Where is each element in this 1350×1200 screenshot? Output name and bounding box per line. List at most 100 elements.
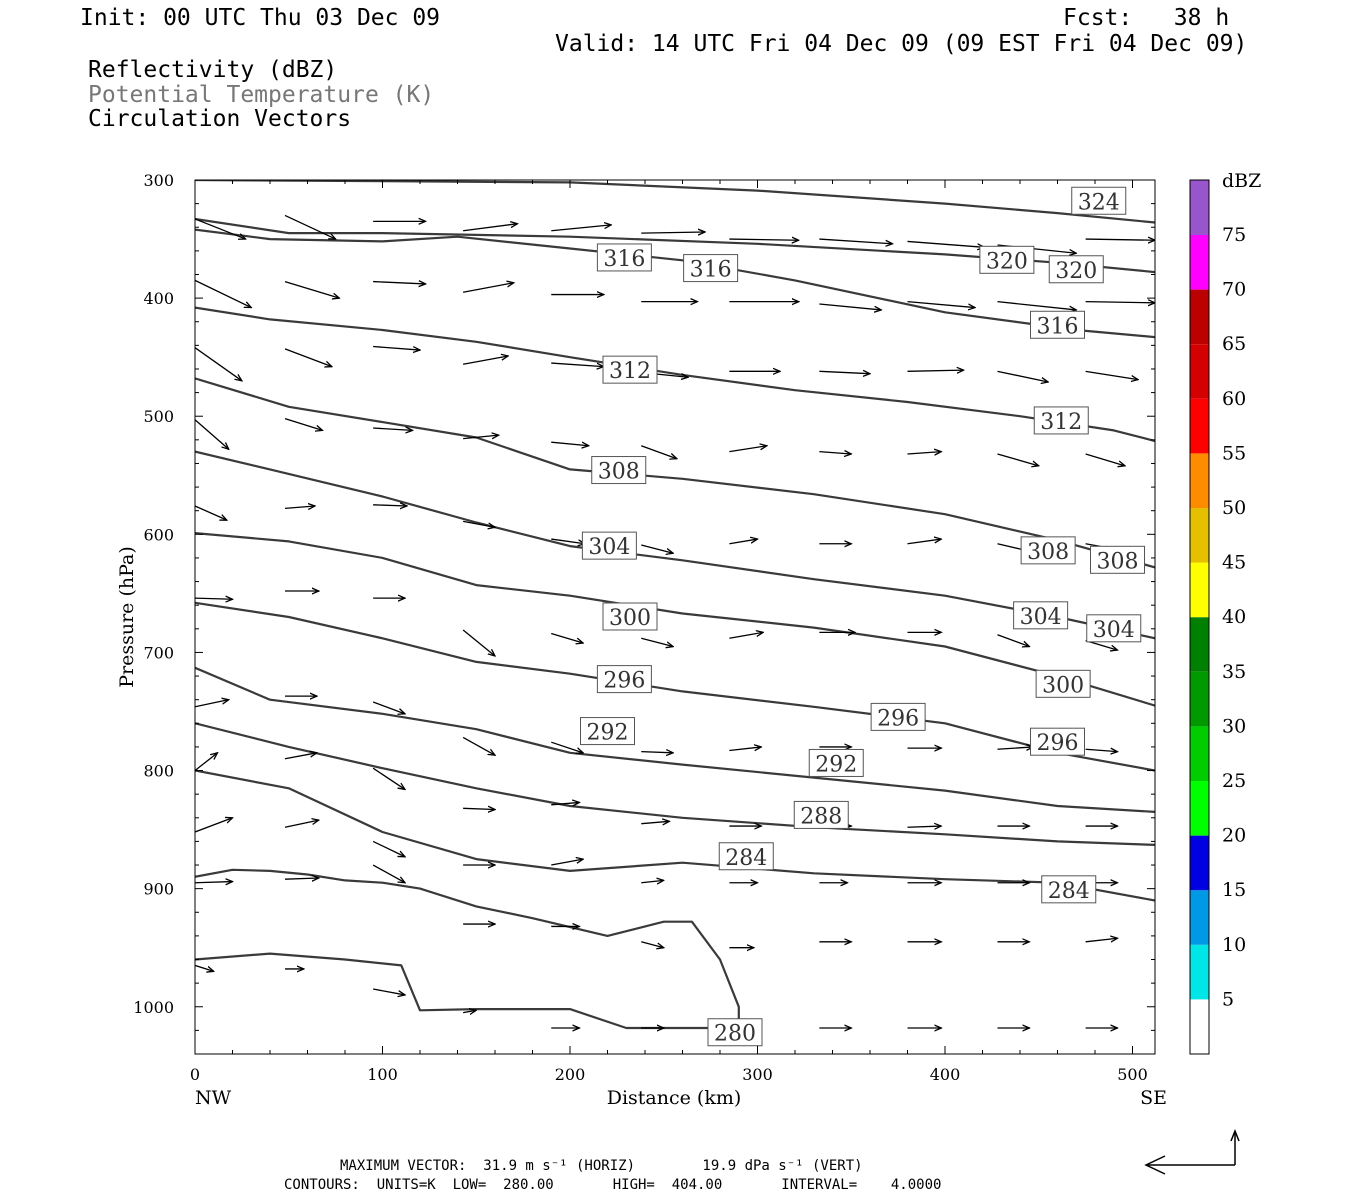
contour-label-box <box>1030 310 1085 339</box>
circulation-vector <box>195 505 227 520</box>
contour-label-box <box>707 1018 763 1047</box>
x-tick-label: 400 <box>930 1065 961 1084</box>
contour-label-box <box>1033 406 1089 435</box>
contour-label: 308 <box>1020 536 1076 565</box>
colorbar-label: 45 <box>1222 552 1246 574</box>
colorbar-segment <box>1190 890 1209 945</box>
contour-label-text: 296 <box>603 669 645 694</box>
circulation-vector <box>373 988 405 995</box>
contour-label-text: 288 <box>800 804 842 829</box>
circulation-vector <box>551 741 583 753</box>
contour-label-box <box>596 665 652 694</box>
contour-label-text: 300 <box>609 606 651 631</box>
circulation-vector <box>641 232 705 233</box>
theta-contour-320-1 <box>195 217 1155 274</box>
circulation-vector <box>551 859 583 866</box>
circulation-vector <box>551 538 585 544</box>
colorbar-label: 55 <box>1222 442 1246 464</box>
colorbar-segment <box>1190 398 1209 454</box>
colorbar-label: 50 <box>1222 497 1246 519</box>
circulation-vector <box>551 225 611 232</box>
circulation-vector <box>195 964 214 971</box>
circulation-vector <box>284 878 319 879</box>
contour-label: 300 <box>1035 669 1091 698</box>
circulation-vector <box>729 539 757 545</box>
circulation-vector <box>1085 239 1155 240</box>
circulation-vector <box>1085 370 1139 379</box>
contour-label-box <box>591 456 647 485</box>
x-tick-label: 100 <box>367 1065 398 1084</box>
y-tick-label: 300 <box>143 171 174 190</box>
circulation-vector <box>729 239 798 240</box>
circulation-vector <box>907 301 976 308</box>
theta-contour-304-5 <box>195 450 1155 640</box>
colorbar-segment <box>1190 726 1209 781</box>
contour-label: 320 <box>979 245 1035 274</box>
colorbar-segment <box>1190 289 1209 345</box>
contour-label: 296 <box>1030 727 1085 756</box>
circulation-vector <box>641 544 673 553</box>
contour-label-box <box>1020 536 1076 565</box>
field-vectors: Circulation Vectors <box>88 106 352 132</box>
colorbar-segment <box>1190 944 1209 1000</box>
contour-label-box <box>580 717 635 746</box>
contour-label-text: 296 <box>1037 731 1079 756</box>
circulation-vector <box>195 279 251 307</box>
contour-label-box <box>581 531 637 560</box>
contour-labels: 324 320 320 316 316 316 312 312 308 308 308 304 304 3… <box>580 186 1145 1047</box>
colorbar-segment <box>1190 781 1209 836</box>
circulation-vector <box>462 736 495 755</box>
circulation-vector <box>373 428 412 430</box>
contour-label-text: 296 <box>877 706 919 731</box>
contour-label-text: 280 <box>714 1022 756 1047</box>
y-tick-label: 600 <box>143 525 174 544</box>
plot-frame <box>194 179 1156 1055</box>
y-tick-label: 500 <box>143 407 174 426</box>
circulation-vector <box>463 520 495 527</box>
contour-label-text: 320 <box>1055 259 1097 284</box>
circulation-vector <box>284 348 332 367</box>
forecast-hour: Fcst: 38 h <box>1063 5 1230 31</box>
circulation-vector <box>463 356 508 365</box>
colorbar-unit: dBZ <box>1222 170 1261 192</box>
x-tick-label: 300 <box>742 1065 773 1084</box>
theta-contour-288-9 <box>195 722 1155 846</box>
colorbar-label: 40 <box>1222 606 1246 628</box>
theta-contour-324-0 <box>195 180 1155 224</box>
circulation-vector <box>907 539 942 545</box>
contour-label-box <box>718 842 774 871</box>
circulation-vector <box>551 632 583 643</box>
circulation-vector <box>284 753 317 760</box>
contour-label: 280 <box>707 1018 763 1047</box>
contour-label: 312 <box>602 355 658 384</box>
axes: 0 100 200 300 400 500 300 400 500 600 700 800 900 100… <box>133 171 1155 1084</box>
x-left-end-label: NW <box>195 1087 232 1109</box>
colorbar-segment <box>1190 617 1209 672</box>
contour-label-text: 292 <box>587 721 629 746</box>
contour-label: 284 <box>718 842 774 871</box>
colorbar-label: 70 <box>1222 279 1246 301</box>
circulation-vector <box>997 747 1034 749</box>
circulation-vector <box>1085 453 1125 466</box>
contour-info: CONTOURS: UNITS=K LOW= 280.00 HIGH= 404.… <box>284 1177 942 1193</box>
field-reflectivity: Reflectivity (dBZ) <box>88 57 338 83</box>
colorbar-segment <box>1190 835 1209 891</box>
circulation-vector <box>729 446 767 453</box>
colorbar-segment <box>1190 180 1209 235</box>
colorbar-label: 10 <box>1222 934 1246 956</box>
circulation-vector <box>641 821 669 823</box>
contour-label-text: 300 <box>1042 673 1084 698</box>
circulation-vectors <box>195 214 1155 1028</box>
circulation-vector <box>372 767 405 789</box>
circulation-vector <box>195 347 242 381</box>
circulation-vector <box>463 224 517 232</box>
contour-label-box <box>596 243 652 272</box>
theta-contour-292-8 <box>195 666 1155 813</box>
contour-label: 316 <box>1030 310 1085 339</box>
circulation-vector <box>551 362 604 367</box>
x-tick-label: 0 <box>190 1065 200 1084</box>
contour-label-text: 316 <box>603 247 645 272</box>
dbz-colorbar: 5 10 15 20 25 30 35 40 45 50 55 60 65 70 75 dBZ <box>1189 170 1261 1055</box>
theta-contours <box>195 180 1155 1030</box>
